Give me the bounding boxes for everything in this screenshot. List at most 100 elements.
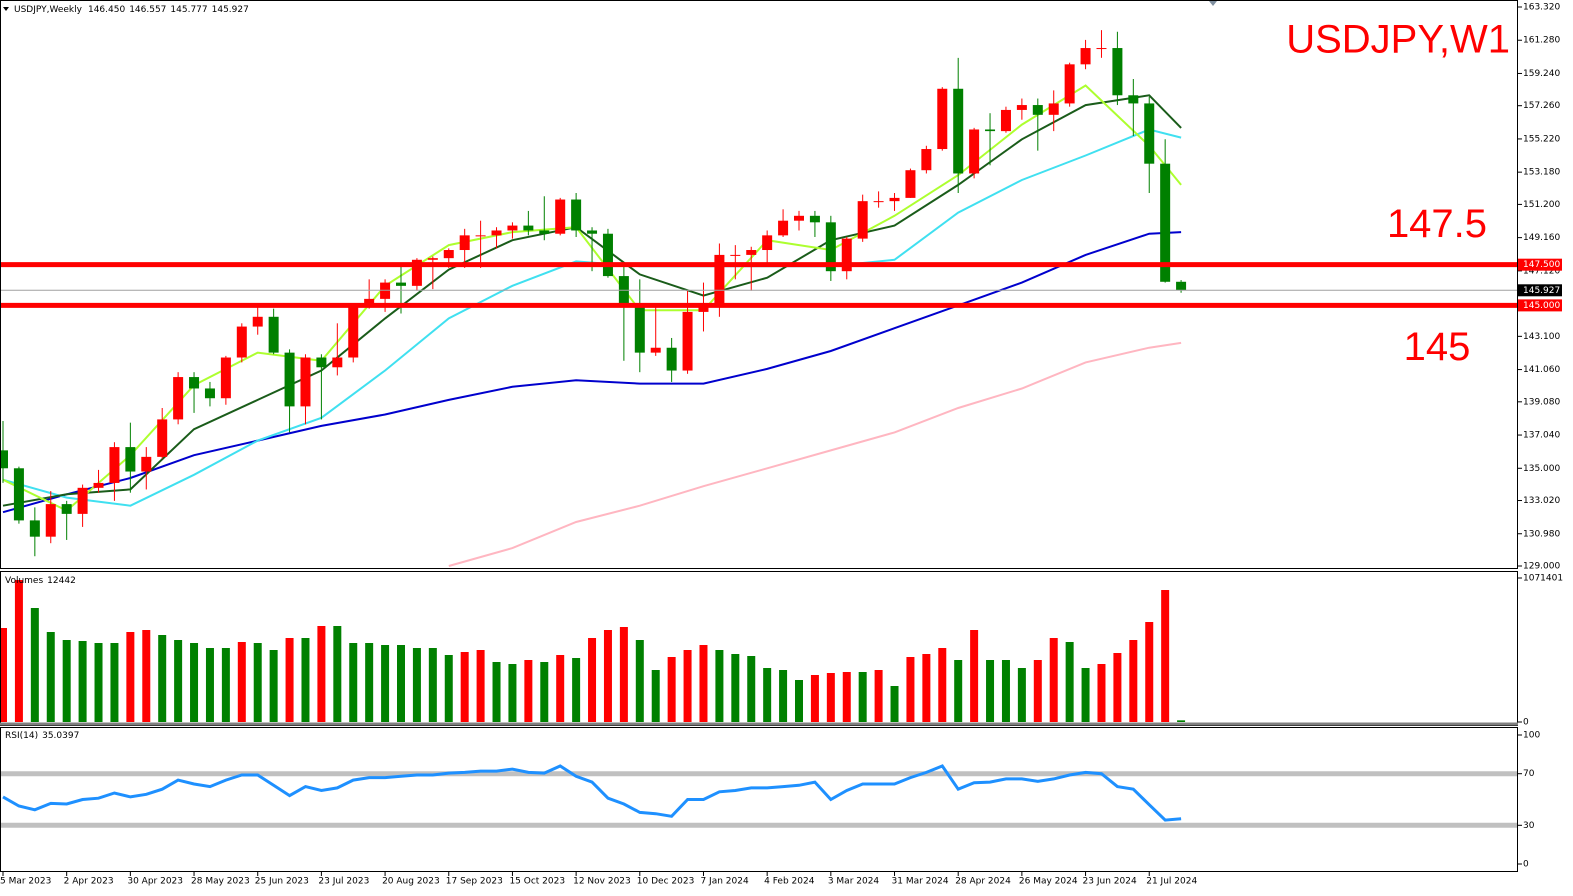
candle-body (698, 305, 709, 312)
candle-body (236, 326, 247, 358)
volume-bar (938, 648, 947, 722)
candle-body (985, 129, 996, 132)
candle-body (204, 388, 215, 399)
close-value: 145.927 (212, 5, 249, 15)
y-tick-label: 70 (1523, 769, 1535, 779)
volume-bar (1129, 640, 1138, 722)
y-tick-label: 135.000 (1523, 464, 1560, 474)
candle-body (1016, 105, 1027, 110)
rsi-title: RSI(14) (5, 731, 38, 741)
y-tick-label: 153.180 (1523, 168, 1560, 178)
candle-body (1032, 105, 1043, 115)
y-tick-label: 163.320 (1523, 3, 1560, 13)
x-tick-label: 7 Jan 2024 (700, 877, 748, 887)
volume-bar (763, 668, 772, 722)
x-tick-label: 26 May 2024 (1019, 877, 1078, 887)
x-tick-label: 4 Feb 2024 (764, 877, 815, 887)
volume-bar (237, 642, 246, 722)
volume-bar (635, 640, 644, 722)
candle-body (189, 377, 200, 389)
candle-body (93, 482, 104, 488)
candle-body (841, 238, 852, 272)
candle-body (1064, 64, 1075, 104)
volume-bar (1049, 638, 1058, 722)
low-value: 145.777 (170, 5, 207, 15)
volume-bar (906, 657, 915, 722)
volume-bar (269, 650, 278, 722)
level-annotation: 145 (1404, 325, 1471, 369)
candle-body (730, 254, 741, 256)
candle-body (1128, 95, 1139, 104)
volume-bar (524, 660, 533, 722)
volume-bar (1097, 664, 1106, 722)
volume-bar (588, 638, 597, 722)
volume-bar (619, 627, 628, 722)
volume-bar (365, 643, 374, 722)
volume-bar (683, 650, 692, 722)
x-tick-label: 17 Sep 2023 (446, 877, 503, 887)
symbol: USDJPY,Weekly (14, 5, 83, 15)
candle-body (475, 235, 486, 237)
x-tick-label: 23 Jul 2023 (318, 877, 369, 887)
x-tick-label: 2 Apr 2023 (64, 877, 114, 887)
high-value: 146.557 (129, 5, 166, 15)
volume-bar (603, 630, 612, 722)
x-tick-label: 31 Mar 2024 (892, 877, 949, 887)
volume-bar (779, 670, 788, 722)
volume-bar (14, 580, 23, 722)
menu-arrow (3, 7, 9, 11)
volume-bar (508, 664, 517, 722)
y-tick-label: 137.040 (1523, 431, 1560, 441)
volume-bar (922, 654, 931, 722)
volume-bar (46, 632, 55, 722)
y-tick-label: 130.980 (1523, 529, 1560, 539)
candle-body (523, 225, 534, 231)
volume-bar (428, 648, 437, 722)
y-tick-label: 161.280 (1523, 36, 1560, 46)
candle-body (332, 357, 343, 368)
candle-body (316, 357, 327, 368)
candle-body (125, 447, 136, 472)
volume-bar (970, 630, 979, 722)
volume-bar (492, 662, 501, 722)
candle-body (714, 254, 725, 306)
candle-body (937, 88, 948, 150)
x-tick-label: 5 Mar 2023 (0, 877, 51, 887)
volume-bar (78, 641, 87, 722)
x-tick-label: 12 Nov 2023 (573, 877, 631, 887)
candle-body (953, 88, 964, 174)
x-tick-label: 30 Apr 2023 (127, 877, 183, 887)
volume-bar (667, 657, 676, 722)
volume-bar (190, 643, 199, 722)
candle-body (491, 230, 502, 236)
volume-bar (285, 638, 294, 722)
candle-body (539, 230, 550, 234)
candle-body (889, 197, 900, 202)
candle-body (825, 222, 836, 272)
candle-body (61, 504, 72, 514)
candle-body (969, 129, 980, 174)
volume-bar (540, 662, 549, 722)
volume-bar (556, 655, 565, 722)
volume-bar (1081, 668, 1090, 722)
volume-bar (715, 650, 724, 722)
level-box (1518, 258, 1562, 271)
x-tick-label: 28 May 2023 (191, 877, 250, 887)
candle-body (396, 282, 406, 286)
volume-bar (158, 635, 167, 722)
volume-bar (381, 645, 390, 722)
candle-body (666, 347, 677, 371)
volume-bar (1033, 660, 1042, 722)
candle-body (348, 307, 359, 358)
volume-bar (826, 673, 835, 722)
candle-body (634, 307, 645, 353)
candle-body (1048, 103, 1059, 115)
level-label: 147.500 (1523, 260, 1560, 270)
y-tick-label: 151.200 (1523, 200, 1560, 210)
x-tick-label: 23 Jun 2024 (1083, 877, 1137, 887)
candle-body (602, 233, 613, 277)
moving-average (2, 231, 1182, 514)
candle-body (459, 235, 470, 251)
volume-bar (1161, 590, 1170, 722)
y-tick-label: 1071401 (1523, 574, 1563, 584)
